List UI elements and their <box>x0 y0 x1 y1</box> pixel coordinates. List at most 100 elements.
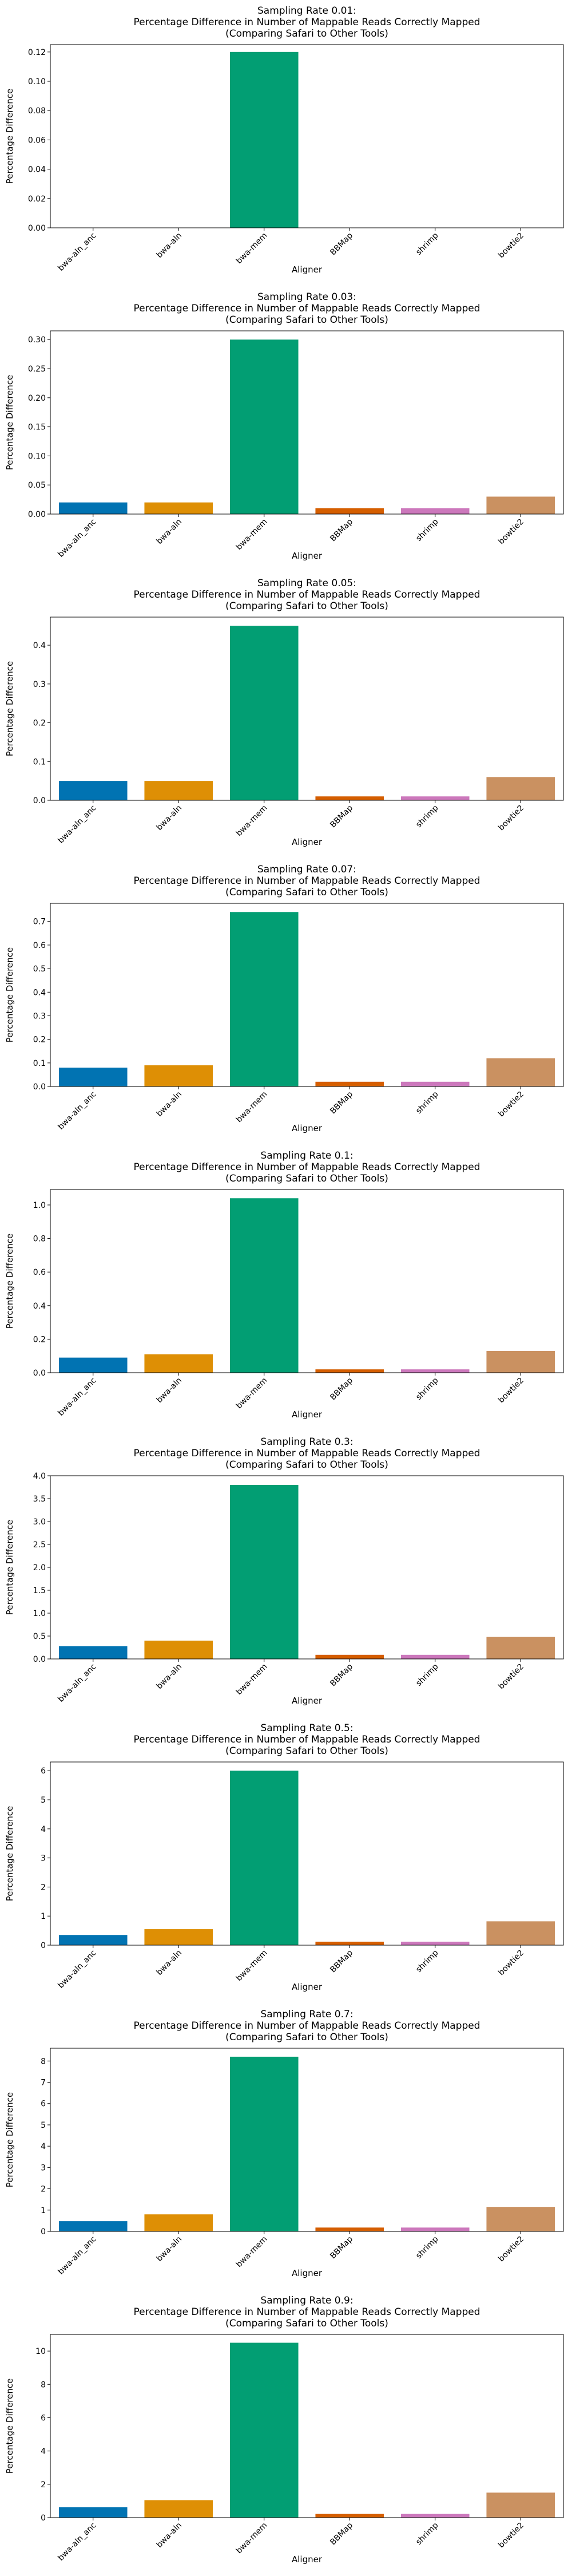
bar-bowtie2 <box>486 2207 555 2231</box>
y-tick-label: 0.0 <box>33 1082 46 1092</box>
x-tick-label: shrimp <box>414 517 440 543</box>
bar-bwa-mem <box>229 339 299 514</box>
x-tick-label: bwa-aln_anc <box>56 517 98 559</box>
y-axis-label: Percentage Difference <box>5 89 15 184</box>
y-tick-label: 1.5 <box>33 1586 46 1595</box>
x-tick-label: bowtie2 <box>496 1662 526 1692</box>
y-tick-label: 0.2 <box>33 719 46 728</box>
x-tick-label: BBMap <box>328 803 355 829</box>
axes-frame <box>50 1761 564 1946</box>
bar-bowtie2 <box>486 1350 555 1373</box>
x-tick-label: bwa-aln_anc <box>56 1662 98 1704</box>
y-tick-label: 0.7 <box>33 918 46 927</box>
y-tick-label: 0.2 <box>33 1036 46 1045</box>
chart-title-line: Percentage Difference in Number of Mappa… <box>133 1734 480 1745</box>
y-axis-label: Percentage Difference <box>5 1520 15 1615</box>
y-tick-label: 0.0 <box>33 796 46 805</box>
bar-bwa-aln <box>144 1065 213 1086</box>
bar-bwa-mem <box>229 2342 299 2518</box>
y-tick-label: 0 <box>41 2514 46 2523</box>
y-tick-label: 8 <box>41 2380 46 2389</box>
bar-bwa-aln <box>144 2214 213 2231</box>
y-tick-label: 6 <box>41 2413 46 2423</box>
chart-title-line: (Comparing Safari to Other Tools) <box>225 1459 388 1471</box>
x-axis-label: Aligner <box>292 1982 323 1992</box>
x-tick-label: bwa-aln <box>155 1662 184 1691</box>
bar-shrimp <box>400 2227 470 2231</box>
bar-bwa-aln <box>144 1929 213 1945</box>
y-tick-label: 3.5 <box>33 1495 46 1504</box>
chart-title-line: (Comparing Safari to Other Tools) <box>225 1173 388 1184</box>
y-axis-label: Percentage Difference <box>5 661 15 756</box>
y-tick-label: 0.20 <box>28 394 46 403</box>
chart-title-line: Percentage Difference in Number of Mappa… <box>133 2306 480 2318</box>
y-tick-label: 2 <box>41 2185 46 2194</box>
y-tick-label: 0.08 <box>28 106 46 116</box>
x-tick-label: shrimp <box>414 2520 440 2547</box>
x-axis-label: Aligner <box>292 264 323 275</box>
y-tick-label: 0.5 <box>33 965 46 974</box>
x-tick-label: bwa-mem <box>235 231 269 266</box>
x-axis-label: Aligner <box>292 551 323 561</box>
y-tick-label: 7 <box>41 2079 46 2088</box>
y-tick-label: 0.25 <box>28 365 46 374</box>
x-tick-label: bowtie2 <box>496 231 526 260</box>
x-tick-label: bwa-aln <box>155 231 184 260</box>
y-tick-label: 0.3 <box>33 680 46 689</box>
y-tick-label: 4 <box>41 2447 46 2456</box>
y-tick-label: 0.04 <box>28 165 46 175</box>
y-tick-label: 0.0 <box>33 1369 46 1378</box>
y-tick-label: 10 <box>35 2347 46 2356</box>
y-tick-label: 0.6 <box>33 1268 46 1277</box>
x-tick-label: BBMap <box>328 2234 355 2261</box>
y-tick-label: 2 <box>41 2480 46 2490</box>
bar-bwa-mem <box>229 1771 299 1945</box>
chart-title-line: Sampling Rate 0.05: <box>257 578 356 589</box>
chart-panel: Sampling Rate 0.9:Percentage Difference … <box>5 2295 564 2565</box>
y-tick-label: 0.00 <box>28 510 46 519</box>
chart-title-line: Sampling Rate 0.1: <box>260 1150 353 1161</box>
axes-frame <box>50 2334 564 2518</box>
bar-bwa-aln <box>144 1354 213 1373</box>
x-axis-label: Aligner <box>292 2268 323 2278</box>
chart-title-line: Percentage Difference in Number of Mappa… <box>133 1448 480 1459</box>
x-tick-label: bwa-mem <box>235 1090 269 1125</box>
x-tick-label: BBMap <box>328 1089 355 1116</box>
x-tick-label: bowtie2 <box>496 804 526 833</box>
y-tick-label: 0.0 <box>33 1655 46 1664</box>
x-tick-label: bwa-aln_anc <box>56 1376 98 1418</box>
x-tick-label: bwa-mem <box>235 2235 269 2270</box>
x-tick-label: bwa-aln <box>155 1090 184 1119</box>
y-tick-label: 1 <box>41 2206 46 2215</box>
x-axis-label: Aligner <box>292 1696 323 1706</box>
x-axis-label: Aligner <box>292 1123 323 1133</box>
y-tick-label: 0.30 <box>28 335 46 345</box>
y-tick-label: 5 <box>41 1796 46 1805</box>
chart-panel: Sampling Rate 0.07:Percentage Difference… <box>5 864 564 1133</box>
x-tick-label: BBMap <box>328 1662 355 1688</box>
x-tick-label: bwa-mem <box>235 804 269 839</box>
bar-bwa-mem <box>229 1485 299 1659</box>
x-tick-label: shrimp <box>414 1948 440 1974</box>
x-tick-label: bowtie2 <box>496 1376 526 1405</box>
chart-title-line: (Comparing Safari to Other Tools) <box>225 600 388 612</box>
y-tick-label: 0.02 <box>28 195 46 204</box>
y-tick-label: 4 <box>41 1825 46 1834</box>
y-tick-label: 6 <box>41 1767 46 1776</box>
bar-bbmap <box>315 2514 384 2518</box>
y-tick-label: 0.06 <box>28 136 46 145</box>
bar-bowtie2 <box>486 1921 555 1945</box>
chart-title-line: Sampling Rate 0.9: <box>260 2295 353 2306</box>
y-tick-label: 2 <box>41 1883 46 1892</box>
x-tick-label: shrimp <box>414 1089 440 1116</box>
y-axis-label: Percentage Difference <box>5 1806 15 1901</box>
y-tick-label: 1 <box>41 1912 46 1921</box>
chart-title-line: (Comparing Safari to Other Tools) <box>225 1745 388 1757</box>
y-tick-label: 4.0 <box>33 1472 46 1481</box>
y-tick-label: 0 <box>41 2227 46 2237</box>
bar-bbmap <box>315 1941 384 1945</box>
x-tick-label: bwa-mem <box>235 1949 269 1984</box>
bar-bwa-mem <box>229 626 299 800</box>
x-tick-label: bwa-mem <box>235 1662 269 1697</box>
chart-title-line: (Comparing Safari to Other Tools) <box>225 2032 388 2043</box>
